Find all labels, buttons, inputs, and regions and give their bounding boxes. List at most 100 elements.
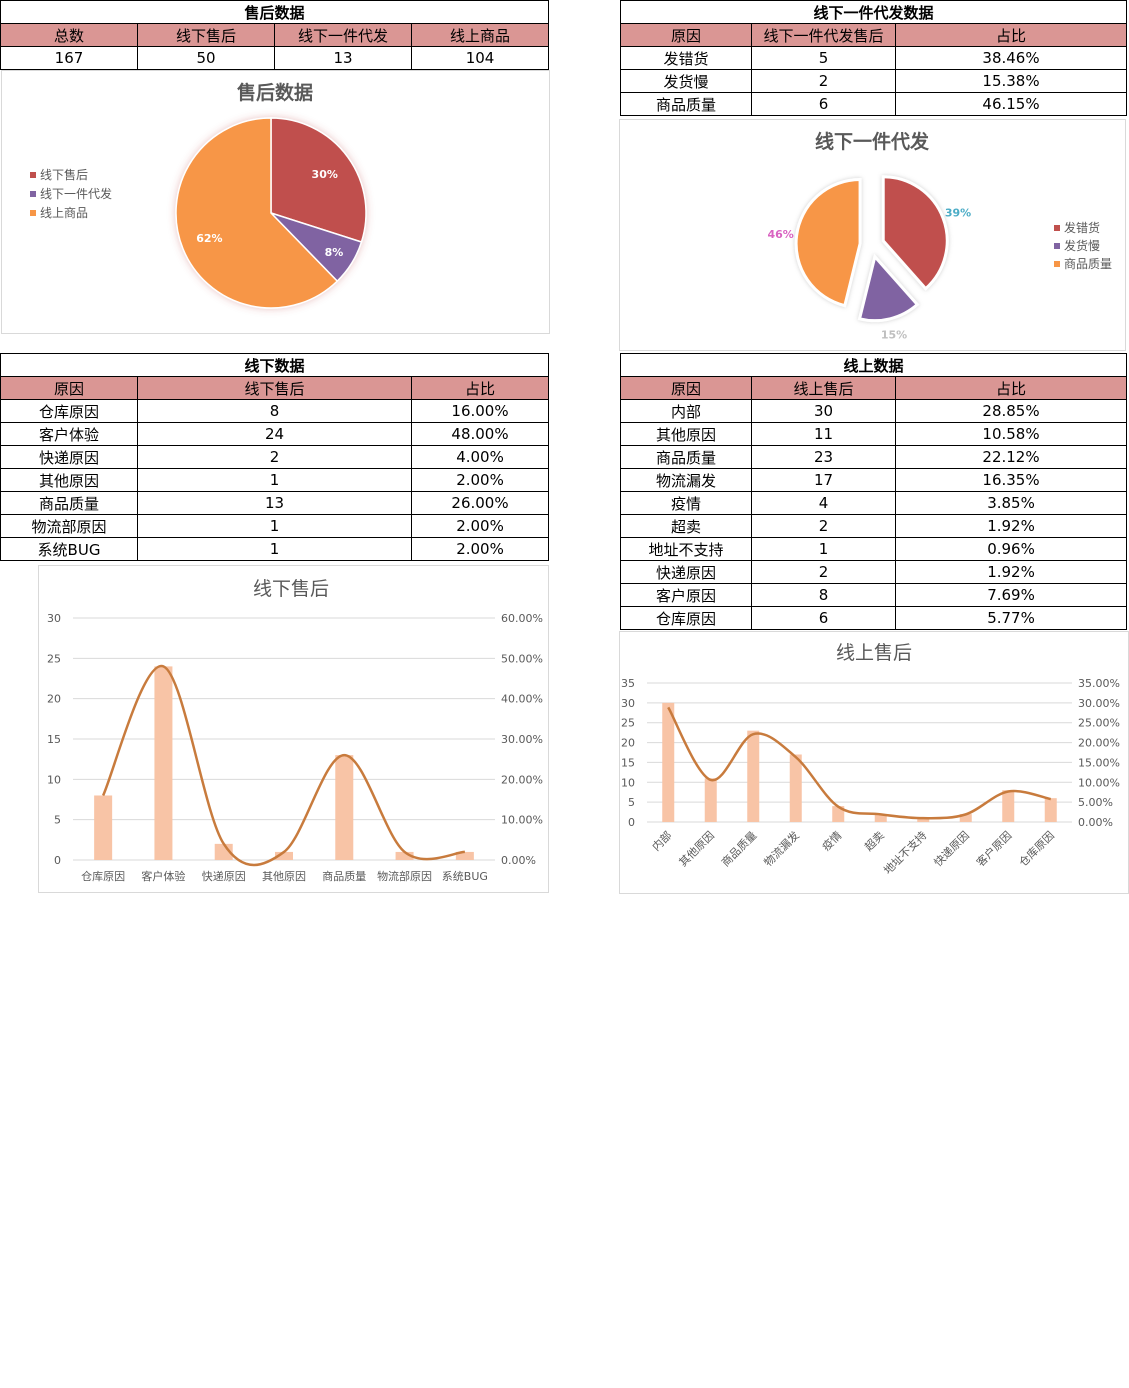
offline-cell[interactable]: 2.00% [410,468,550,492]
online-cell[interactable]: 疫情 [620,491,752,515]
online-header-ratio[interactable]: 占比 [894,376,1128,400]
dropship-cell[interactable]: 发货慢 [620,69,752,93]
offline-cell[interactable]: 4.00% [410,445,550,469]
offline-title[interactable]: 线下数据 [0,353,550,377]
online-cell[interactable]: 1.92% [894,560,1128,584]
pie-slice[interactable] [175,117,339,309]
offline-combo-chart[interactable]: 线下售后 0 5 10 15 20 25 30 0.00% 10.00% 20.00% 30.00%… [38,565,549,893]
offline-cell[interactable]: 13 [137,491,412,515]
summary-value-dropship[interactable]: 13 [274,46,412,70]
online-cell[interactable]: 10.58% [894,422,1128,446]
online-cell[interactable]: 2 [751,560,896,584]
bar[interactable] [94,795,113,860]
offline-cell[interactable]: 26.00% [410,491,550,515]
dropship-cell[interactable]: 38.46% [894,46,1128,70]
after-sales-pie-chart[interactable]: 售后数据 30% 8% 62% 线下售后 线下一件代发 线上商品 [1,70,550,334]
ratio-line[interactable] [102,665,465,867]
bar[interactable] [832,806,845,822]
online-cell[interactable]: 内部 [620,399,752,423]
pie-slice[interactable] [270,117,367,243]
summary-value-total[interactable]: 167 [0,46,138,70]
offline-cell[interactable]: 1 [137,468,412,492]
dropship-header-reason[interactable]: 原因 [620,23,752,47]
offline-header-reason[interactable]: 原因 [0,376,138,400]
bar[interactable] [704,778,717,822]
dropship-cell[interactable]: 商品质量 [620,92,752,116]
offline-cell[interactable]: 2.00% [410,514,550,538]
bar[interactable] [1044,798,1057,822]
offline-cell[interactable]: 8 [137,399,412,423]
ratio-line[interactable] [667,706,1052,820]
online-cell[interactable]: 17 [751,468,896,492]
online-cell[interactable]: 5.77% [894,606,1128,630]
online-cell[interactable]: 4 [751,491,896,515]
online-cell[interactable]: 地址不支持 [620,537,752,561]
online-cell[interactable]: 其他原因 [620,422,752,446]
bar[interactable] [214,843,233,860]
bar[interactable] [874,814,887,822]
online-combo-chart[interactable]: 线上售后 0 5 10 15 20 25 30 35 0.00% 5.00% 10.00% 15.00… [619,631,1129,894]
pie-slice[interactable] [857,253,920,323]
offline-cell[interactable]: 2 [137,445,412,469]
online-cell[interactable]: 22.12% [894,445,1128,469]
offline-header-count[interactable]: 线下售后 [137,376,412,400]
pie-slice[interactable] [794,178,862,308]
online-cell[interactable]: 7.69% [894,583,1128,607]
bar[interactable] [275,851,293,860]
online-cell[interactable]: 商品质量 [620,445,752,469]
online-cell[interactable]: 仓库原因 [620,606,752,630]
offline-cell[interactable]: 2.00% [410,537,550,561]
summary-title[interactable]: 售后数据 [0,0,550,24]
bar[interactable] [917,818,930,822]
bar[interactable] [1002,790,1015,822]
pie-slice[interactable] [881,175,949,291]
dropship-title[interactable]: 线下一件代发数据 [619,0,1128,24]
offline-cell[interactable]: 其他原因 [0,468,138,492]
summary-value-offline[interactable]: 50 [137,46,275,70]
online-cell[interactable]: 1.92% [894,514,1128,538]
dropship-cell[interactable]: 2 [751,69,896,93]
online-cell[interactable]: 11 [751,422,896,446]
offline-cell[interactable]: 48.00% [410,422,550,446]
dropship-header-count[interactable]: 线下一件代发售后 [751,23,896,47]
bar[interactable] [789,754,802,822]
bar[interactable] [154,666,173,860]
offline-header-ratio[interactable]: 占比 [410,376,550,400]
bar[interactable] [662,702,675,822]
summary-value-online[interactable]: 104 [410,46,550,70]
dropship-cell[interactable]: 发错货 [620,46,752,70]
bar[interactable] [395,851,414,860]
summary-header-dropship[interactable]: 线下一件代发 [274,23,412,47]
online-cell[interactable]: 30 [751,399,896,423]
bar[interactable] [959,814,972,822]
online-header-reason[interactable]: 原因 [620,376,752,400]
online-cell[interactable]: 0.96% [894,537,1128,561]
offline-cell[interactable]: 1 [137,537,412,561]
dropship-cell[interactable]: 46.15% [894,92,1128,116]
dropship-cell[interactable]: 6 [751,92,896,116]
offline-cell[interactable]: 24 [137,422,412,446]
summary-header-total[interactable]: 总数 [0,23,138,47]
online-cell[interactable]: 3.85% [894,491,1128,515]
online-cell[interactable]: 8 [751,583,896,607]
summary-header-online[interactable]: 线上商品 [410,23,550,47]
offline-cell[interactable]: 仓库原因 [0,399,138,423]
online-cell[interactable]: 1 [751,537,896,561]
dropship-header-ratio[interactable]: 占比 [894,23,1128,47]
bar[interactable] [455,851,474,860]
dropship-cell[interactable]: 5 [751,46,896,70]
offline-cell[interactable]: 物流部原因 [0,514,138,538]
online-cell[interactable]: 客户原因 [620,583,752,607]
offline-cell[interactable]: 系统BUG [0,537,138,561]
online-cell[interactable]: 超卖 [620,514,752,538]
online-cell[interactable]: 28.85% [894,399,1128,423]
bar[interactable] [747,730,760,822]
offline-cell[interactable]: 1 [137,514,412,538]
online-cell[interactable]: 16.35% [894,468,1128,492]
online-cell[interactable]: 快递原因 [620,560,752,584]
offline-cell[interactable]: 快递原因 [0,445,138,469]
offline-cell[interactable]: 16.00% [410,399,550,423]
online-header-count[interactable]: 线上售后 [751,376,896,400]
dropship-cell[interactable]: 15.38% [894,69,1128,93]
online-title[interactable]: 线上数据 [619,353,1128,377]
